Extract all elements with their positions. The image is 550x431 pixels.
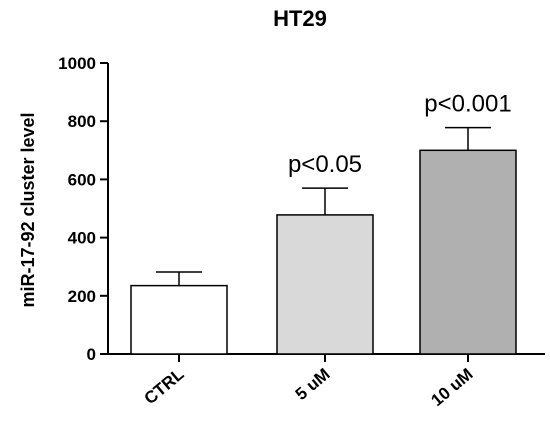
bars [130, 149, 517, 355]
chart-title: HT29 [273, 6, 327, 31]
y-axis-label: miR-17-92 cluster level [18, 112, 38, 307]
y-tick-label: 1000 [58, 54, 96, 73]
bar-1 [276, 214, 374, 355]
p-value-annotation: p<0.05 [288, 151, 362, 178]
x-ticks: CTRL 5 uM 10 uM [141, 354, 477, 410]
y-tick-label: 200 [68, 287, 96, 306]
bar-0 [130, 284, 228, 355]
x-tick-label: 5 uM [292, 365, 334, 404]
x-tick-label: 10 uM [427, 365, 476, 411]
x-tick-label: CTRL [141, 365, 188, 409]
y-tick-label: 800 [68, 112, 96, 131]
error-bars [156, 126, 491, 286]
bar-2 [419, 149, 517, 355]
y-ticks: 0 200 400 600 800 1000 [58, 54, 108, 364]
p-value-annotation: p<0.001 [424, 91, 511, 118]
y-tick-label: 0 [87, 345, 96, 364]
y-tick-label: 400 [68, 229, 96, 248]
y-tick-label: 600 [68, 170, 96, 189]
annotations: p<0.05 p<0.001 [288, 91, 512, 179]
